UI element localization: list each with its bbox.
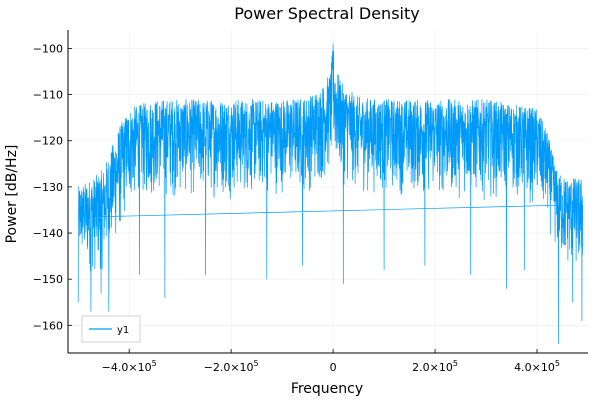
y-tick-label-3: −130 (33, 181, 63, 194)
x-axis-label: Frequency (291, 381, 363, 397)
y-tick-label-5: −150 (33, 273, 63, 286)
chart-title: Power Spectral Density (234, 4, 419, 23)
x-tick-label-1: −2.0×105 (204, 359, 259, 374)
series-line-y1 (77, 43, 584, 345)
plot-data (77, 43, 584, 345)
legend: y1 (81, 315, 141, 343)
y-tick-label-6: −160 (33, 319, 63, 332)
x-tick-label-4: 4.0×105 (514, 359, 560, 374)
x-tick-label-3: 2.0×105 (412, 359, 458, 374)
x-tick-label-0: −4.0×105 (102, 359, 157, 374)
legend-label-y1: y1 (117, 325, 129, 336)
y-tick-label-2: −120 (33, 135, 63, 148)
y-axis-label: Power [dB/Hz] (4, 145, 20, 244)
y-tick-label-4: −140 (33, 227, 63, 240)
y-tick-label-0: −100 (33, 42, 63, 55)
y-tick-label-1: −110 (33, 89, 63, 102)
axes: −100 −110 −120 −130 −140 −150 −160 −4.0×105 −2.0… (33, 30, 588, 374)
x-tick-label-2: 0 (330, 361, 337, 374)
